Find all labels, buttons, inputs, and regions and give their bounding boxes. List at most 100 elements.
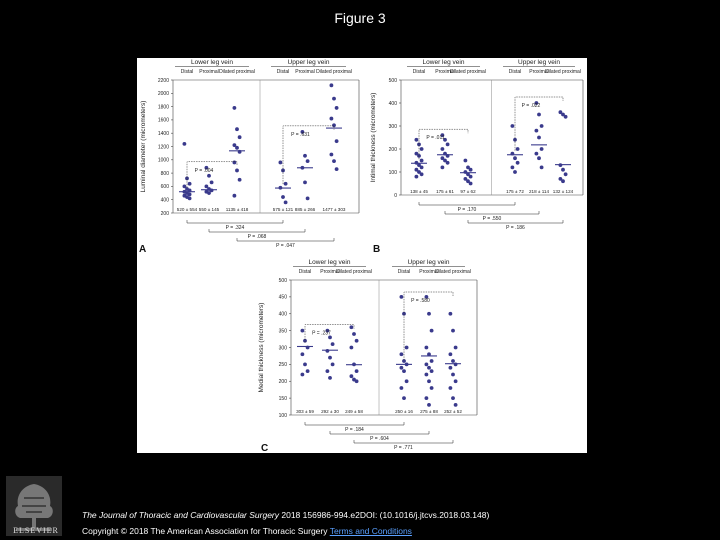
data-point <box>419 172 424 177</box>
column-label: Distal <box>413 69 426 75</box>
column-label: Distal <box>277 69 290 75</box>
data-point <box>419 165 424 170</box>
data-point <box>334 167 339 172</box>
y-tick-label: 450 <box>279 295 288 301</box>
data-point <box>463 158 468 163</box>
data-point <box>513 170 517 174</box>
data-point <box>182 184 187 189</box>
data-point <box>349 325 354 330</box>
panel-a: Lower leg vein Distal Proximal Dilated prox… <box>137 58 362 254</box>
data-point <box>300 352 305 357</box>
data-point <box>440 165 445 170</box>
data-point <box>182 141 187 146</box>
y-tick-label: 300 <box>389 124 398 130</box>
stat-label: 250 ± 16 <box>395 409 413 414</box>
data-point <box>451 359 455 363</box>
data-point <box>235 127 239 132</box>
y-axis-title: Medial thickness (micrometers) <box>258 303 265 393</box>
column-label: Proximal <box>320 269 339 275</box>
between-bracket <box>304 422 405 426</box>
column-label: Distal <box>509 69 522 75</box>
group-label: Upper leg vein <box>408 259 450 266</box>
y-tick-label: 250 <box>279 362 288 368</box>
data-point <box>187 192 192 197</box>
data-point <box>404 379 409 384</box>
data-point <box>451 372 455 377</box>
y-tick-label: 0 <box>394 193 397 199</box>
within-bracket <box>282 125 335 185</box>
y-tick-label: 300 <box>279 345 288 351</box>
within-bracket <box>514 96 564 151</box>
stat-label: 175 ± 61 <box>436 189 454 194</box>
between-bracket <box>467 220 564 224</box>
y-tick-label: 2200 <box>158 78 169 84</box>
data-point <box>510 124 515 128</box>
data-point <box>417 170 421 174</box>
data-point <box>300 328 305 333</box>
within-p-label: P = .011 <box>426 135 445 141</box>
between-p-label: P = .604 <box>370 436 389 442</box>
data-point <box>424 345 429 350</box>
panel-letter: A <box>139 244 146 254</box>
data-point <box>330 342 335 347</box>
data-point <box>352 332 356 336</box>
between-bracket <box>186 220 284 224</box>
between-p-label: P = .771 <box>394 445 413 451</box>
data-point <box>513 156 517 161</box>
data-point <box>402 396 406 401</box>
between-p-label: P = .068 <box>248 234 267 240</box>
data-point <box>448 352 453 357</box>
data-point <box>232 106 237 110</box>
terms-link[interactable]: Terms and Conditions <box>329 526 412 536</box>
data-point <box>539 165 544 170</box>
data-point <box>414 174 419 179</box>
data-point <box>414 151 419 156</box>
column-label: Proximal <box>199 69 218 75</box>
data-point <box>303 153 307 158</box>
stat-label: 218 ± 114 <box>529 189 550 194</box>
data-point <box>414 167 419 172</box>
data-point <box>303 338 307 343</box>
data-point <box>445 160 450 165</box>
y-axis-title: Intimal thickness (micrometers) <box>370 93 377 183</box>
data-point <box>334 139 339 144</box>
data-point <box>305 196 310 201</box>
y-tick-label: 400 <box>161 198 170 204</box>
data-point <box>354 338 359 343</box>
column-label: Proximal <box>419 269 438 275</box>
group-label: Lower leg vein <box>423 59 465 66</box>
between-bracket <box>329 431 430 435</box>
data-point <box>417 142 421 147</box>
data-point <box>283 181 288 186</box>
y-tick-label: 200 <box>161 211 170 217</box>
y-tick-label: 1000 <box>158 158 169 164</box>
column-label: Proximal <box>295 69 314 75</box>
panel-c: Lower leg vein Distal Proximal Dilated prox… <box>255 258 480 453</box>
data-point <box>399 352 404 357</box>
data-point <box>283 200 288 205</box>
within-p-label: P = .237 <box>312 331 331 337</box>
data-point <box>300 372 305 377</box>
data-point <box>427 352 431 357</box>
y-tick-label: 800 <box>161 171 170 177</box>
data-point <box>445 142 450 147</box>
data-point <box>235 168 239 173</box>
data-point <box>334 106 339 110</box>
stat-label: 520 ± 554 <box>177 207 198 212</box>
data-point <box>303 180 307 185</box>
data-point <box>443 158 447 163</box>
stat-label: 175 ± 72 <box>506 189 524 194</box>
data-point <box>349 345 354 350</box>
y-tick-label: 1200 <box>158 144 169 150</box>
data-point <box>204 165 209 170</box>
data-point <box>187 181 192 186</box>
data-point <box>427 311 431 316</box>
data-point <box>466 165 470 170</box>
within-bracket <box>403 291 454 361</box>
data-point <box>329 83 334 88</box>
data-point <box>429 369 434 374</box>
data-point <box>424 294 429 299</box>
data-point <box>300 129 305 134</box>
y-tick-label: 1400 <box>158 131 169 137</box>
data-point <box>419 158 424 163</box>
